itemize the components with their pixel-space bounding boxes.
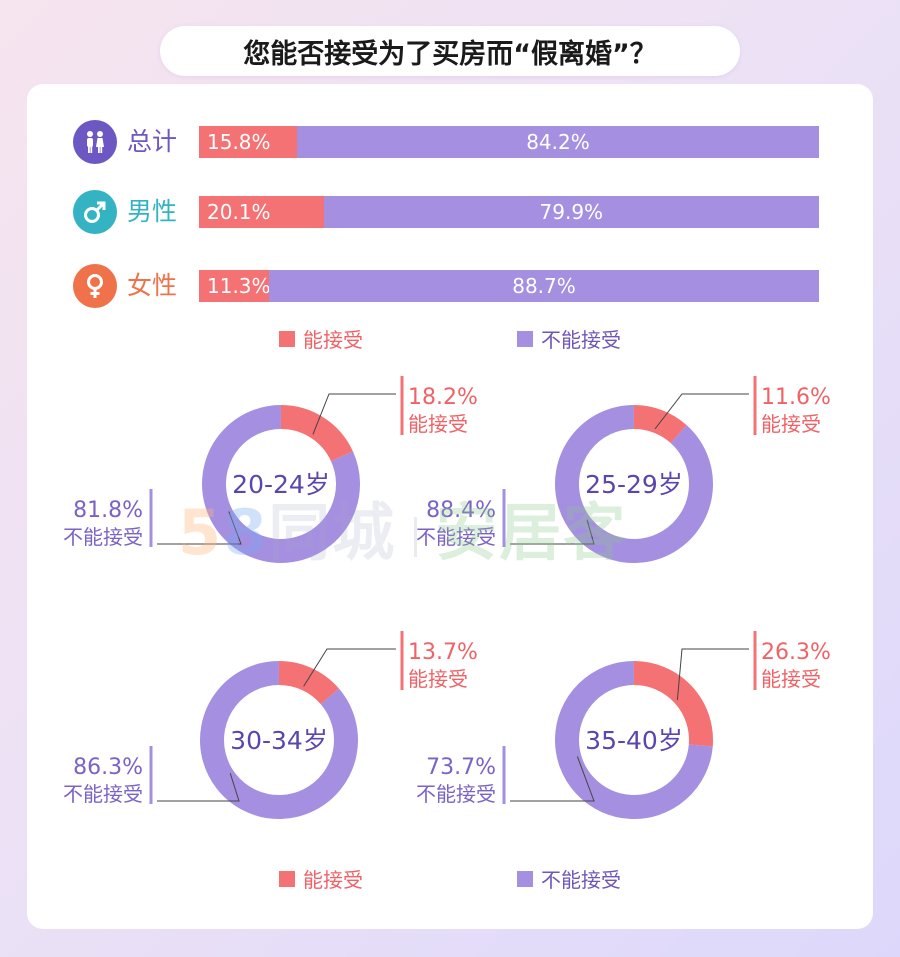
legend-item-accept: 能接受 [279,324,363,353]
donut-center-label: 35-40岁 [585,726,683,755]
donut-category-label-reject: 不能接受 [63,782,143,806]
donut-category-label-accept: 能接受 [408,667,468,691]
leader-line-reject [510,756,595,802]
bar-category-label: 总计 [127,127,178,156]
legend-item-accept: 能接受 [279,864,363,893]
bar-value-label: 79.9% [539,200,604,224]
leader-line-accept [312,393,396,435]
legend-swatch [279,870,295,887]
bar-accept: 15.8% [199,126,297,158]
leader-line-accept [676,648,749,701]
legend-item-reject: 不能接受 [517,864,621,893]
stacked-bar: 20.1% 79.9% [199,196,819,228]
donut-center-label: 20-24岁 [232,470,330,499]
bar-reject: 88.7% [269,270,819,302]
legend-bottom: 能接受 不能接受 [27,864,873,892]
bar-row-female: 女性 11.3% 88.7% [27,264,873,308]
donut-slice-reject [555,661,713,819]
donut-slice-accept [280,405,353,462]
leader-line-accept [654,393,749,430]
legend-label: 能接受 [303,328,363,352]
leader-line-reject [157,773,240,802]
stacked-bar: 11.3% 88.7% [199,270,819,302]
legend-label: 不能接受 [541,328,621,352]
bar-row-male: 男性 20.1% 79.9% [27,190,873,234]
stacked-bar: 15.8% 84.2% [199,126,819,158]
leader-line-reject [510,519,595,545]
leader-line-reject [157,511,242,545]
donut-category-label-accept: 能接受 [761,667,821,691]
donut-value-label-reject: 73.7% [426,755,496,780]
legend-swatch [279,330,295,347]
legend-label: 不能接受 [541,868,621,892]
donut-value-label-accept: 13.7% [408,640,478,665]
donut-category-label-reject: 不能接受 [416,782,496,806]
chart-title: 您能否接受为了买房而“假离婚”？ [160,26,740,76]
donut-category-label-accept: 能接受 [761,412,821,436]
donut-slice-accept [278,661,339,705]
bar-value-label: 84.2% [526,130,590,154]
bar-accept: 20.1% [199,196,324,228]
bar-reject: 84.2% [296,126,819,158]
female-icon [73,264,117,308]
people-icon [73,120,117,164]
male-icon [73,190,117,234]
donut-category-label-accept: 能接受 [408,412,468,436]
donut-slice-reject [202,405,360,563]
donut-slice-reject [555,405,713,563]
donut-value-label-reject: 86.3% [73,755,143,780]
legend-swatch [517,870,533,887]
donut-category-label-reject: 不能接受 [63,525,143,549]
donut-category-label-reject: 不能接受 [416,525,496,549]
bar-category-label: 女性 [127,271,178,300]
donut-value-label-accept: 26.3% [761,640,831,665]
donut-slice-reject [200,661,358,819]
donut-value-label-reject: 81.8% [73,498,143,523]
donut-value-label-accept: 11.6% [761,385,831,410]
donut-charts: 20-24岁18.2%能接受81.8%不能接受25-29岁11.6%能接受88.… [63,376,831,819]
donut-slice-accept [633,405,687,444]
legend-label: 能接受 [303,868,363,892]
bar-accept: 11.3% [199,270,270,302]
bar-value-label: 15.8% [207,130,271,154]
donut-value-label-reject: 88.4% [426,498,496,523]
bar-reject: 79.9% [323,196,819,228]
donut-center-label: 30-34岁 [230,726,328,755]
bar-category-label: 男性 [127,197,178,226]
legend-item-reject: 不能接受 [517,324,621,353]
bar-value-label: 20.1% [207,200,271,224]
bar-value-label: 11.3% [207,274,270,298]
donut-slice-accept [633,661,713,747]
legend-swatch [517,330,533,347]
bar-value-label: 88.7% [512,274,576,298]
leader-line-accept [303,648,396,687]
legend-top: 能接受 不能接受 [27,324,873,352]
donut-value-label-accept: 18.2% [408,385,478,410]
bar-row-total: 总计 15.8% 84.2% [27,120,873,164]
donut-center-label: 25-29岁 [585,470,683,499]
chart-card: 总计 15.8% 84.2% 男性 20.1% 79.9% 女性 [27,84,873,929]
